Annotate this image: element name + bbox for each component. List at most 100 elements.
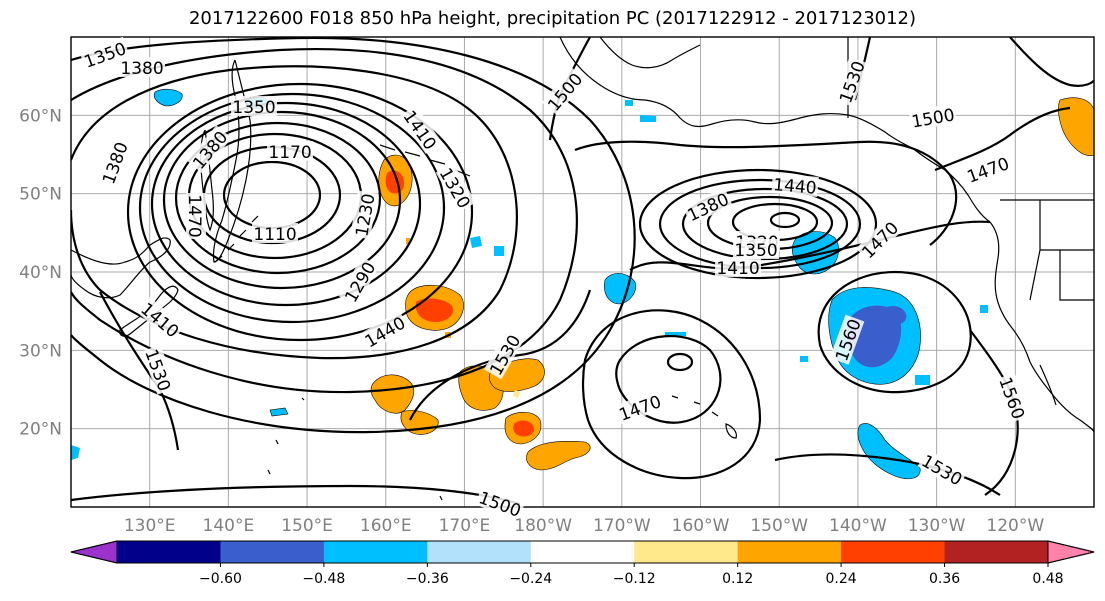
lon-tick-label: 140°W <box>829 516 887 536</box>
lat-tick-label: 60°N <box>19 106 62 126</box>
contour-1500-south <box>71 484 521 506</box>
lon-tick-label: 170°E <box>439 516 491 536</box>
contour-label: 1380 <box>119 57 165 79</box>
contour-low-6 <box>150 101 422 307</box>
height-contours <box>71 37 1094 506</box>
contour-low-7 <box>138 92 446 324</box>
precip-negative-3 <box>857 423 921 480</box>
contour-low-4 <box>174 121 382 275</box>
precip-negative-11 <box>71 445 80 460</box>
precip-negative-4 <box>604 273 636 305</box>
colorbar-segment <box>944 541 1049 563</box>
precip-negative-10 <box>625 100 633 106</box>
lon-tick-label: 150°W <box>750 516 808 536</box>
lon-tick-label: 160°W <box>672 516 730 536</box>
svg-text:1350: 1350 <box>734 241 777 261</box>
contour-label: 1410 <box>715 257 761 279</box>
colorbar-tick-label: 0.12 <box>722 571 753 587</box>
lon-tick-label: 130°E <box>124 516 176 536</box>
contour-low-10 <box>71 47 578 394</box>
precip-negative-9 <box>640 115 656 122</box>
aleutian-islands <box>379 144 471 177</box>
lon-tick-label: 120°W <box>986 516 1044 536</box>
precip-negative-5 <box>153 88 183 107</box>
contour-label: 1350 <box>231 96 277 118</box>
contour-low-11 <box>71 37 636 434</box>
colorbar-segment <box>117 541 221 563</box>
lon-tick-label: 180°W <box>514 516 572 536</box>
lon-tick-label: 150°E <box>281 516 333 536</box>
map-frame <box>70 36 1095 508</box>
colorbar-tick-label: −0.36 <box>406 571 449 587</box>
contour-1470-ne <box>934 106 1071 172</box>
contour-1470-e <box>629 220 991 271</box>
asia-coast <box>71 237 171 299</box>
colorbar-segment <box>737 541 842 563</box>
svg-text:1350: 1350 <box>232 98 275 118</box>
lat-tick-label: 50°N <box>19 185 62 205</box>
contour-low-9 <box>71 65 518 360</box>
map-title: 2017122600 F018 850 hPa height, precipit… <box>188 8 917 29</box>
contour-elow-1 <box>769 211 801 229</box>
lon-tick-label: 140°E <box>203 516 255 536</box>
contour-small-high <box>666 352 694 372</box>
colorbar-tick-label: 0.36 <box>929 571 960 587</box>
state-borders <box>1029 200 1094 301</box>
contour-1440-ne <box>1009 37 1094 87</box>
precip-positive-7-core <box>513 420 535 437</box>
precip-negative-16 <box>470 236 482 248</box>
hawaii-islands <box>671 395 737 439</box>
colorbar-tick-label: −0.12 <box>613 571 656 587</box>
colorbar-segment <box>841 541 946 563</box>
colorbar-tick-label: −0.24 <box>509 571 552 587</box>
contour-elow-6 <box>638 168 878 280</box>
alaska-north <box>599 37 701 69</box>
pacific-islands <box>267 397 443 501</box>
colorbar-extend-min <box>70 540 118 564</box>
precip-positive-10 <box>513 390 520 398</box>
longitude-labels: 130°E 140°E 150°E 160°E 170°E 180°W 170°W 160°W… <box>124 516 1045 536</box>
colorbar: −0.60 −0.48 −0.36 −0.24 −0.12 0.12 0.24 0.36 0.4… <box>70 540 1095 587</box>
lon-tick-label: 160°E <box>360 516 412 536</box>
colorbar-extend-max <box>1047 540 1095 564</box>
colorbar-segment <box>634 541 739 563</box>
contour-1500-loop <box>581 309 762 480</box>
colorbar-segment <box>427 541 532 563</box>
svg-text:1410: 1410 <box>716 259 759 279</box>
colorbar-tick-label: 0.24 <box>826 571 857 587</box>
lon-tick-label: 170°W <box>593 516 651 536</box>
precip-negative-1-core2 <box>884 306 907 325</box>
contour-1500-ne <box>574 140 958 246</box>
precip-negative-12 <box>800 356 808 362</box>
lat-tick-label: 40°N <box>19 263 62 283</box>
colorbar-tick-label: 0.48 <box>1032 571 1063 587</box>
precip-positive-8 <box>526 441 591 471</box>
colorbar-segment <box>323 541 428 563</box>
contour-label: 1350 <box>733 239 779 261</box>
colorbar-segment <box>530 541 635 563</box>
precip-positive-3 <box>370 374 415 414</box>
precip-negative-13 <box>980 305 988 313</box>
lon-tick-label: 130°W <box>908 516 966 536</box>
svg-text:1380: 1380 <box>120 59 163 79</box>
colorbar-tick-label: −0.48 <box>302 571 345 587</box>
lat-tick-label: 20°N <box>19 420 62 440</box>
svg-text:1110: 1110 <box>253 225 296 245</box>
svg-text:1470: 1470 <box>184 194 204 237</box>
colorbar-tick-label: −0.60 <box>199 571 242 587</box>
svg-text:1440: 1440 <box>772 175 817 199</box>
coastlines <box>71 37 1094 501</box>
contour-1530-se <box>774 453 1001 496</box>
contour-label: 1470 <box>184 193 206 239</box>
baja-coast <box>1039 364 1057 406</box>
contour-1560-high <box>817 270 972 394</box>
latitude-labels: 60°N 50°N 40°N 30°N 20°N <box>19 106 62 439</box>
contour-low-5 <box>162 110 402 290</box>
colorbar-segment <box>220 541 325 563</box>
lat-tick-label: 30°N <box>19 341 62 361</box>
svg-text:1170: 1170 <box>268 143 311 163</box>
contour-1530-center <box>409 289 592 421</box>
na-west-coast <box>989 221 1094 433</box>
